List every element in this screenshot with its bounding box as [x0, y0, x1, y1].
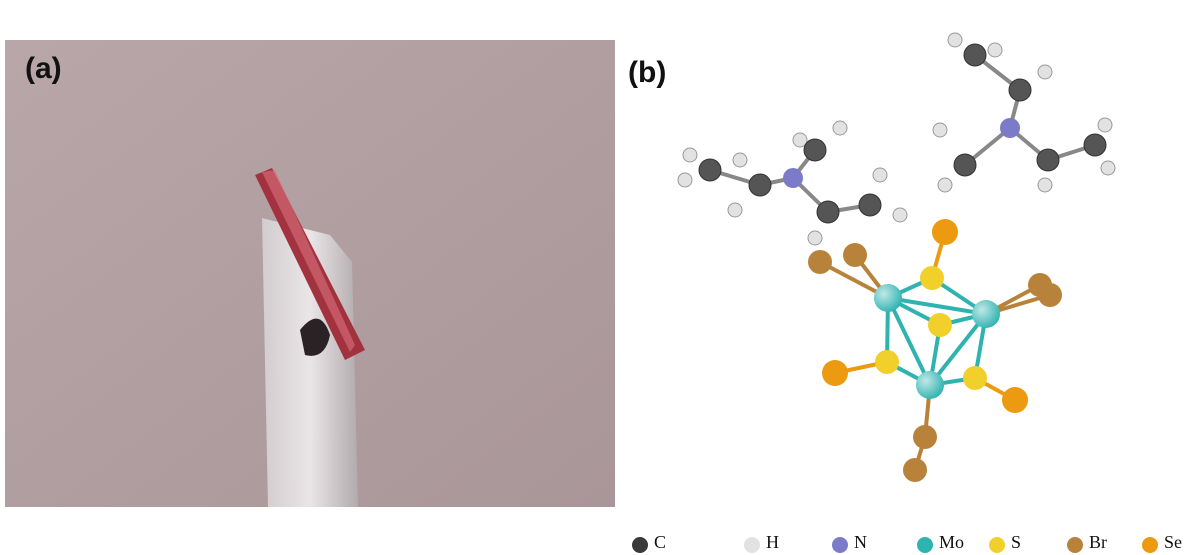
legend-swatch — [1142, 537, 1158, 553]
panel-label: (b) — [628, 56, 666, 89]
legend: C H N Mo S Br Se — [632, 532, 1182, 553]
legend-label: Br — [1089, 532, 1107, 552]
legend-label: Mo — [939, 532, 964, 552]
legend-swatch — [632, 537, 648, 553]
figure: (a) (b) C H N Mo S Br Se — [0, 0, 1190, 555]
photo — [5, 40, 615, 507]
panel-label: (a) — [25, 52, 62, 85]
legend-swatch — [1067, 537, 1083, 553]
legend-label: Se — [1164, 532, 1182, 552]
legend-label: C — [654, 532, 666, 552]
legend-swatch — [744, 537, 760, 553]
legend-swatch — [989, 537, 1005, 553]
legend-swatch — [917, 537, 933, 553]
legend-label: H — [766, 532, 779, 552]
molecule — [678, 33, 1115, 482]
legend-label: N — [854, 532, 867, 552]
legend-swatch — [832, 537, 848, 553]
legend-label: S — [1011, 532, 1021, 552]
